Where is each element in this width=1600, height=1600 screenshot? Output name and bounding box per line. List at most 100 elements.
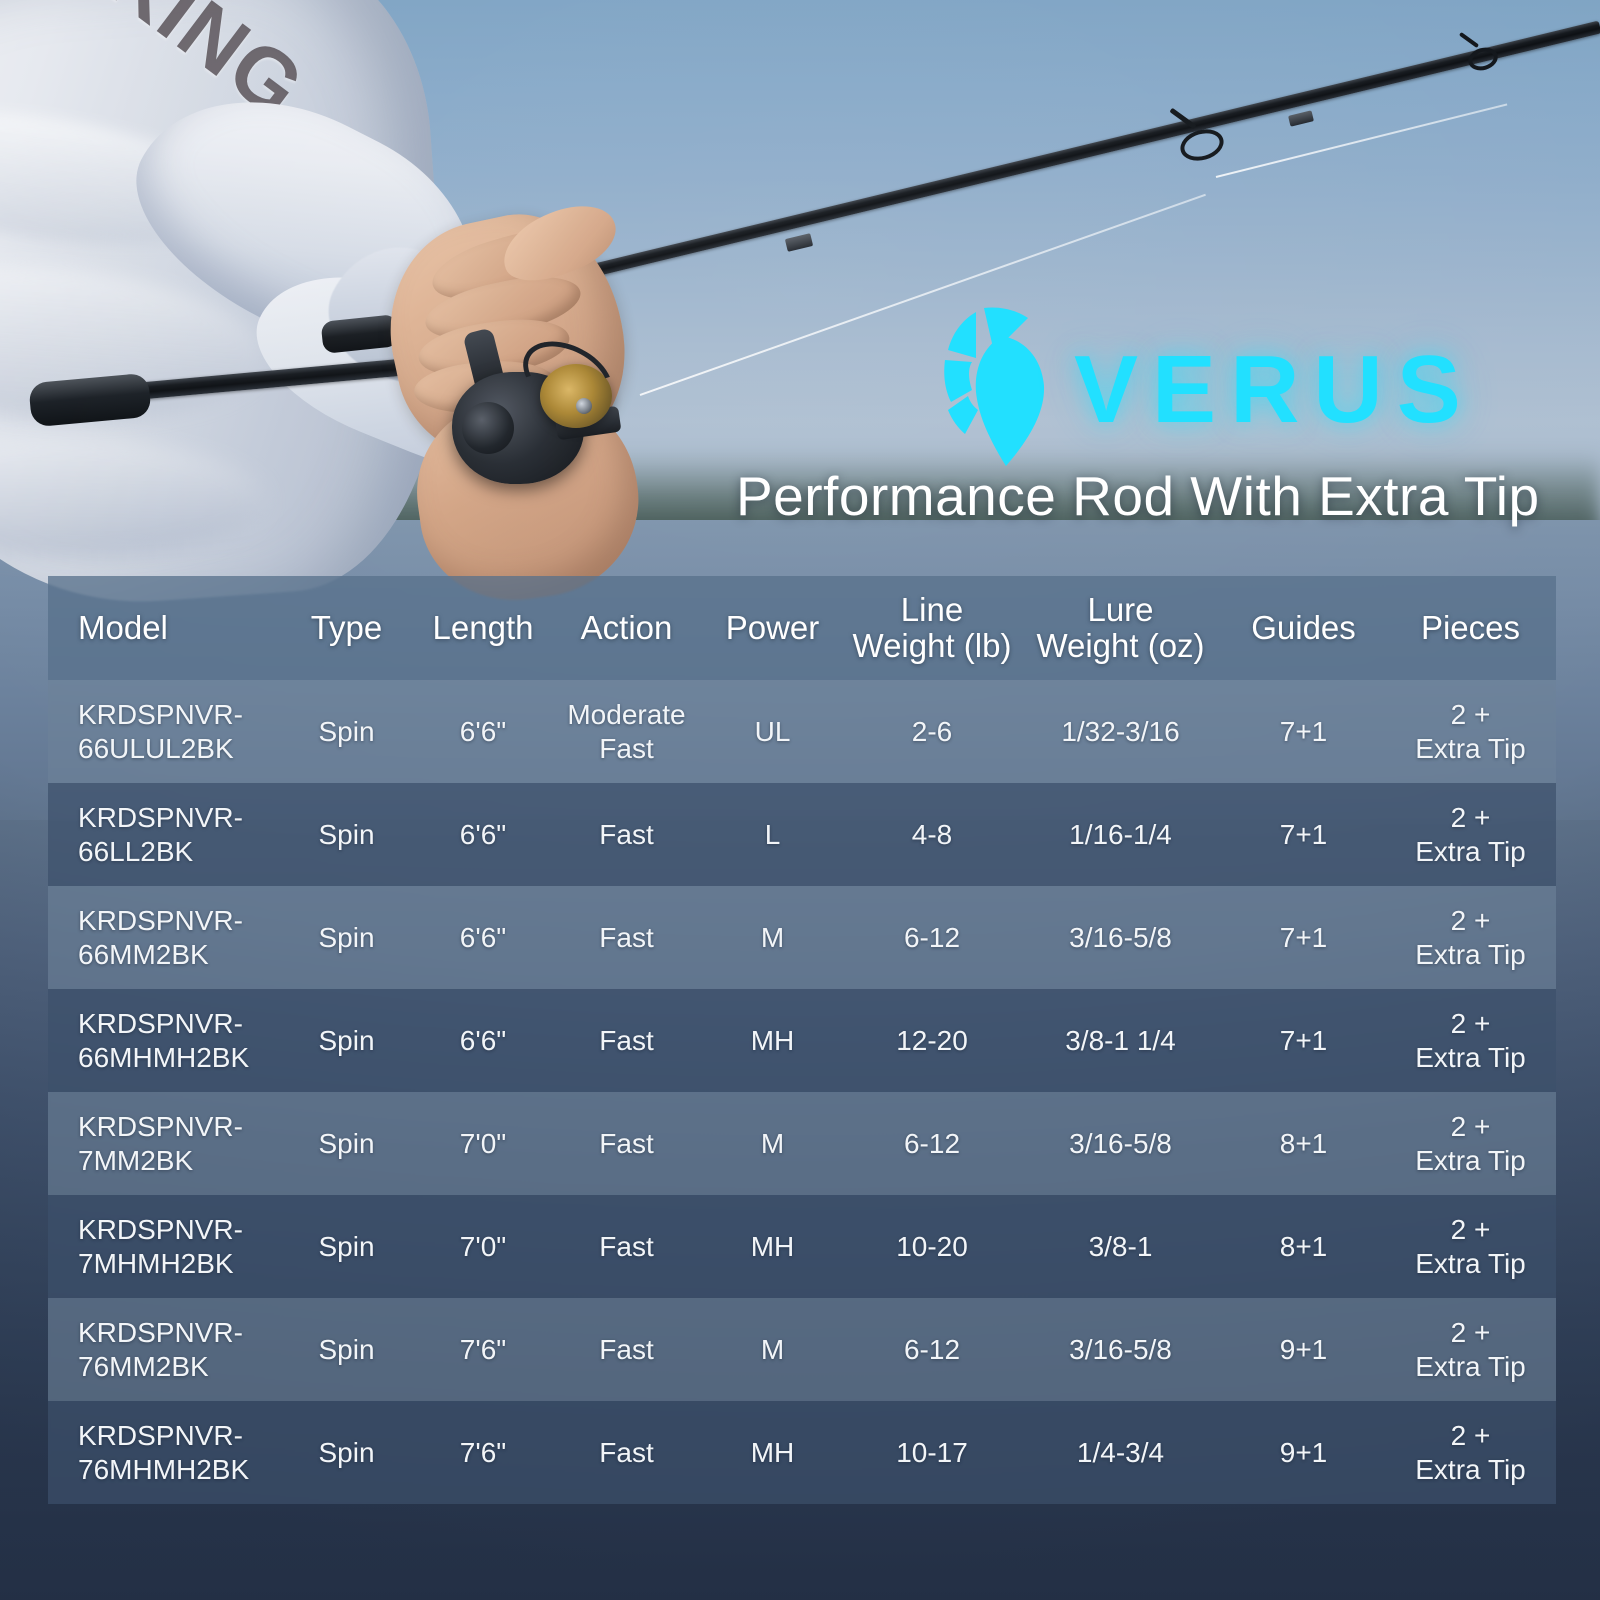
cell-type: Spin <box>318 921 375 953</box>
cell-type: Spin <box>318 1230 375 1262</box>
cell-line-weight: 12-20 <box>896 1024 968 1056</box>
cell-action: Fast <box>599 1127 654 1159</box>
cell-lure-weight: 3/16-5/8 <box>1069 1333 1172 1365</box>
cell-line-weight: 6-12 <box>903 1333 961 1365</box>
cell-model: KRDSPNVR- 66LL2BK <box>78 802 243 867</box>
cell-type: Spin <box>318 1127 375 1159</box>
cell-model: KRDSPNVR- 76MM2BK <box>78 1317 243 1382</box>
cell-action: Fast <box>599 1024 654 1056</box>
cell-guides: 9+1 <box>1279 1333 1328 1365</box>
cell-line-weight: 4-8 <box>911 818 953 850</box>
cell-length: 7'6" <box>459 1436 507 1468</box>
table-row: KRDSPNVR- 76MHMH2BK Spin 7'6" Fast MH 10-17 1/… <box>48 1401 1556 1504</box>
cell-lure-weight: 1/4-3/4 <box>1076 1436 1165 1468</box>
cell-guides: 9+1 <box>1279 1436 1328 1468</box>
cell-power: MH <box>750 1024 795 1056</box>
reel-handle-knob <box>462 402 514 454</box>
column-header-pieces: Pieces <box>1420 609 1521 647</box>
product-tagline: Performance Rod With Extra Tip <box>736 465 1540 527</box>
column-header-power: Power <box>725 609 820 647</box>
cell-power: M <box>760 1333 785 1365</box>
cell-lure-weight: 1/16-1/4 <box>1069 818 1172 850</box>
table-row: KRDSPNVR- 7MHMH2BK Spin 7'0" Fast MH 10-20 3/8… <box>48 1195 1556 1298</box>
specification-table: Model Type Length Action Power Line Weig… <box>48 576 1556 1504</box>
cell-pieces: 2 + Extra Tip <box>1415 1420 1526 1485</box>
reel-screw <box>576 398 592 414</box>
cell-power: M <box>760 1127 785 1159</box>
cell-model: KRDSPNVR- 66MHMH2BK <box>78 1008 250 1073</box>
cell-power: L <box>764 818 781 850</box>
cell-power: UL <box>754 715 791 747</box>
column-header-lure-weight: Lure Weight (oz) <box>1036 591 1205 664</box>
cell-lure-weight: 3/8-1 1/4 <box>1065 1024 1176 1056</box>
cell-lure-weight: 3/8-1 <box>1088 1230 1153 1262</box>
cell-action: Fast <box>599 1436 654 1468</box>
cell-model: KRDSPNVR- 7MM2BK <box>78 1111 243 1176</box>
cell-lure-weight: 1/32-3/16 <box>1061 715 1180 747</box>
column-header-guides: Guides <box>1251 609 1356 647</box>
cell-line-weight: 2-6 <box>911 715 953 747</box>
cell-length: 7'0" <box>459 1127 507 1159</box>
reel-spool <box>540 364 612 428</box>
cell-length: 7'0" <box>459 1230 507 1262</box>
cell-length: 6'6" <box>459 921 507 953</box>
cell-line-weight: 10-20 <box>896 1230 968 1262</box>
cell-pieces: 2 + Extra Tip <box>1415 1214 1526 1279</box>
table-row: KRDSPNVR- 66MHMH2BK Spin 6'6" Fast MH 12-20 3/… <box>48 989 1556 1092</box>
cell-pieces: 2 + Extra Tip <box>1415 1111 1526 1176</box>
column-header-action: Action <box>580 609 673 647</box>
cell-type: Spin <box>318 818 375 850</box>
table-row: KRDSPNVR- 7MM2BK Spin 7'0" Fast M 6-12 3/16-5/… <box>48 1092 1556 1195</box>
cell-pieces: 2 + Extra Tip <box>1415 1317 1526 1382</box>
table-row: KRDSPNVR- 76MM2BK Spin 7'6" Fast M 6-12 3/16-5… <box>48 1298 1556 1401</box>
cell-type: Spin <box>318 715 375 747</box>
brand-block: VERUS Performance Rod With Extra Tip <box>736 306 1540 527</box>
cell-length: 7'6" <box>459 1333 507 1365</box>
cell-model: KRDSPNVR- 7MHMH2BK <box>78 1214 243 1279</box>
cell-power: MH <box>750 1230 795 1262</box>
cell-type: Spin <box>318 1436 375 1468</box>
cell-line-weight: 10-17 <box>896 1436 968 1468</box>
column-header-line-weight: Line Weight (lb) <box>852 591 1012 664</box>
verus-wordmark: VERUS <box>1074 342 1475 438</box>
cell-length: 6'6" <box>459 1024 507 1056</box>
cell-length: 6'6" <box>459 818 507 850</box>
cell-lure-weight: 3/16-5/8 <box>1069 1127 1172 1159</box>
cell-line-weight: 6-12 <box>903 921 961 953</box>
cell-lure-weight: 3/16-5/8 <box>1069 921 1172 953</box>
table-row: KRDSPNVR- 66LL2BK Spin 6'6" Fast L 4-8 1/16-1/… <box>48 783 1556 886</box>
cell-action: Fast <box>599 921 654 953</box>
column-header-type: Type <box>310 609 383 647</box>
cell-model: KRDSPNVR- 66ULUL2BK <box>78 699 243 764</box>
cell-power: M <box>760 921 785 953</box>
cell-pieces: 2 + Extra Tip <box>1415 802 1526 867</box>
cell-guides: 7+1 <box>1279 715 1328 747</box>
cell-guides: 7+1 <box>1279 818 1328 850</box>
cell-model: KRDSPNVR- 76MHMH2BK <box>78 1420 250 1485</box>
table-header-row: Model Type Length Action Power Line Weig… <box>48 576 1556 680</box>
cell-guides: 8+1 <box>1279 1127 1328 1159</box>
column-header-model: Model <box>78 609 168 647</box>
cell-model: KRDSPNVR- 66MM2BK <box>78 905 243 970</box>
table-row: KRDSPNVR- 66MM2BK Spin 6'6" Fast M 6-12 3/16-5… <box>48 886 1556 989</box>
cell-action: Moderate Fast <box>567 699 686 764</box>
cell-pieces: 2 + Extra Tip <box>1415 1008 1526 1073</box>
wordmark-text: VERUS <box>1074 336 1475 443</box>
table-row: KRDSPNVR- 66ULUL2BK Spin 6'6" Moderate Fast… <box>48 680 1556 783</box>
cell-action: Fast <box>599 818 654 850</box>
cell-guides: 7+1 <box>1279 1024 1328 1056</box>
cell-pieces: 2 + Extra Tip <box>1415 699 1526 764</box>
cell-power: MH <box>750 1436 795 1468</box>
cell-guides: 8+1 <box>1279 1230 1328 1262</box>
cell-type: Spin <box>318 1024 375 1056</box>
spartan-helmet-icon <box>932 306 1062 468</box>
column-header-length: Length <box>432 609 534 647</box>
cell-type: Spin <box>318 1333 375 1365</box>
table-body: KRDSPNVR- 66ULUL2BK Spin 6'6" Moderate Fast… <box>48 680 1556 1504</box>
cell-guides: 7+1 <box>1279 921 1328 953</box>
cell-length: 6'6" <box>459 715 507 747</box>
cell-action: Fast <box>599 1230 654 1262</box>
cell-action: Fast <box>599 1333 654 1365</box>
cell-pieces: 2 + Extra Tip <box>1415 905 1526 970</box>
cell-line-weight: 6-12 <box>903 1127 961 1159</box>
